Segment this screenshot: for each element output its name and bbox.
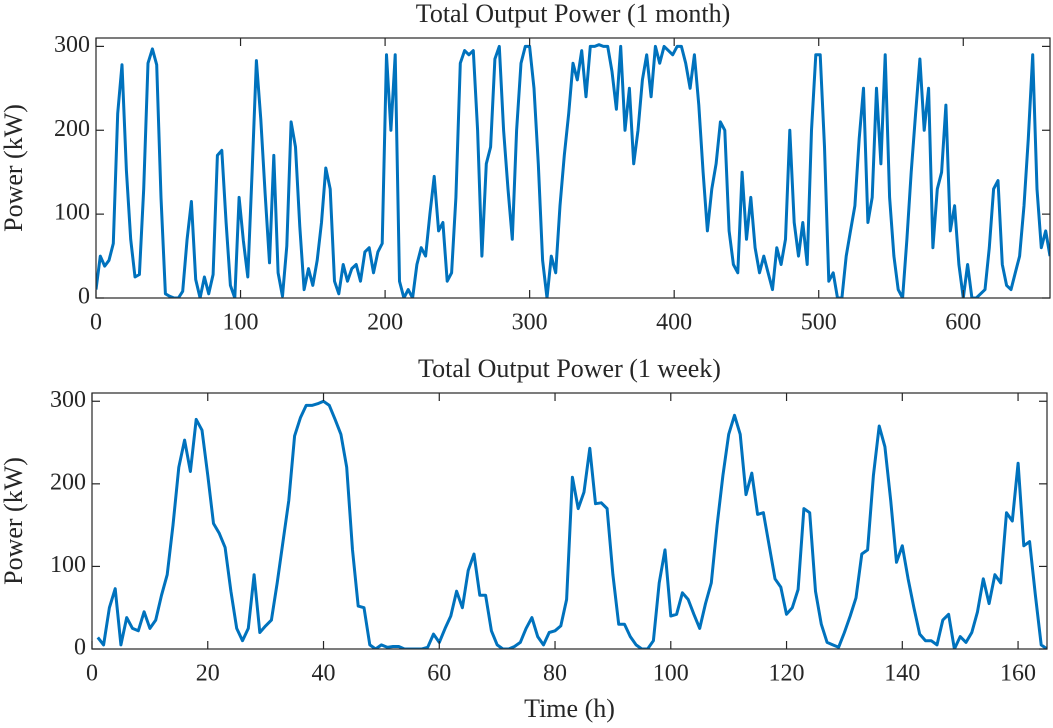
x-tick-label: 200 [367,310,403,336]
x-tick-label: 140 [884,661,920,687]
y-axis-label: Power (kW) [0,457,28,585]
plot-lines [96,399,1047,649]
x-tick-label: 20 [196,661,220,687]
axes-box [95,37,1051,299]
y-tick-label: 300 [50,387,86,413]
y-tick-label: 200 [50,469,86,495]
x-tick-label: 120 [769,661,805,687]
x-tick-label: 500 [801,310,837,336]
data-line [96,43,1050,298]
x-tick-label: 100 [223,310,259,336]
x-tick-label: 0 [90,310,102,336]
y-tick-label: 300 [54,32,90,58]
axes-box [91,392,1048,650]
chart-title: Total Output Power (1 week) [418,354,721,383]
y-tick-label: 0 [78,284,90,310]
y-axis-label: Power (kW) [0,104,28,232]
data-line [96,399,1047,649]
plot-lines [96,43,1050,298]
y-tick-label: 200 [54,116,90,142]
x-tick-label: 80 [543,661,567,687]
x-tick-label: 0 [86,661,98,687]
x-tick-label: 300 [512,310,548,336]
y-tick-label: 100 [54,200,90,226]
x-tick-label: 100 [653,661,689,687]
chart-title: Total Output Power (1 month) [416,0,730,28]
x-axis-label: Time (h) [524,694,615,723]
x-tick-label: 400 [656,310,692,336]
x-tick-label: 40 [312,661,336,687]
x-tick-label: 160 [1000,661,1036,687]
x-tick-label: 60 [427,661,451,687]
y-tick-label: 100 [50,552,86,578]
x-tick-label: 600 [945,310,981,336]
y-tick-label: 0 [74,635,86,661]
